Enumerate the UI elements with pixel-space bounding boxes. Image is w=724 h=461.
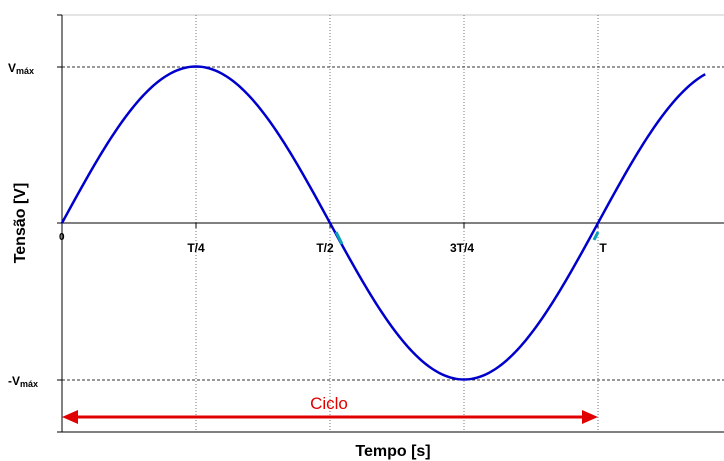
- x-label-t2: T/2: [316, 241, 334, 255]
- x-label-t: T: [599, 241, 607, 255]
- x-axis-title: Tempo [s]: [355, 443, 430, 460]
- zero-cross-highlight-t: [592, 231, 600, 241]
- x-label-3t4: 3T/4: [450, 241, 474, 255]
- x-label-t4: T/4: [187, 241, 205, 255]
- cycle-arrow-head-right: [582, 410, 598, 424]
- y-axis-title: Tensão [V]: [12, 183, 29, 264]
- y-label-vmin: -Vmáx: [8, 374, 38, 389]
- sine-curve: [60, 65, 706, 381]
- vertical-grid: [195, 15, 599, 432]
- cycle-annotation: Ciclo: [62, 394, 598, 424]
- x-label-0: 0: [59, 232, 65, 243]
- horizontal-reference-lines: [62, 66, 724, 381]
- cycle-label: Ciclo: [310, 394, 348, 413]
- cycle-arrow-head-left: [62, 410, 78, 424]
- y-label-vmax: Vmáx: [8, 61, 34, 76]
- y-ticks: [57, 14, 62, 433]
- zero-cross-highlight-t2: [334, 231, 344, 245]
